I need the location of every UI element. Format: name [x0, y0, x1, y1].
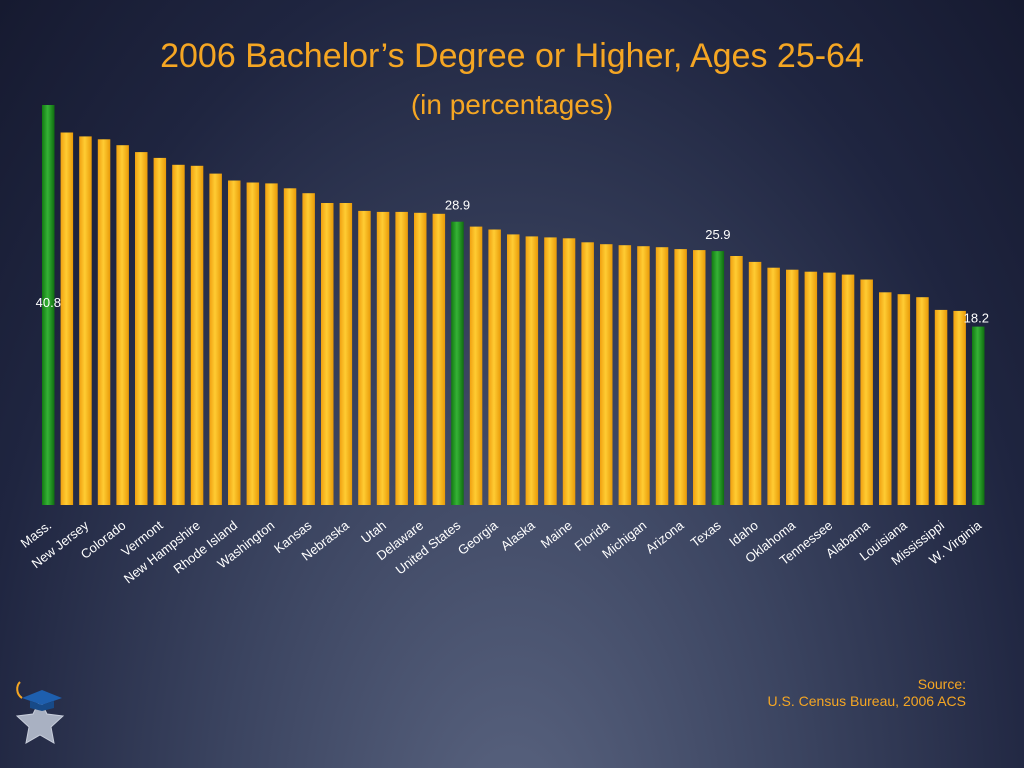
bar-oklahoma	[786, 269, 799, 505]
bar-unlabeled-31	[618, 245, 632, 505]
bar-mass	[42, 105, 55, 505]
bar-unlabeled-3	[97, 139, 111, 506]
data-labels-group: 40.8 28.9 25.9 18.2	[36, 198, 989, 326]
x-tick-label: Alaska	[498, 517, 539, 553]
chart-title: 2006 Bachelor’s Degree or Higher, Ages 2…	[160, 37, 864, 75]
bar-vermont	[153, 157, 167, 505]
bar-tennessee	[823, 272, 836, 505]
bar-utah	[376, 211, 390, 505]
bar-unlabeled-17	[358, 210, 371, 505]
bar-unlabeled-9	[209, 173, 222, 505]
bar-idaho	[748, 261, 762, 505]
x-tick-label: Georgia	[455, 517, 501, 558]
bar-unlabeled-1	[60, 132, 74, 505]
bar-florida	[600, 244, 613, 505]
bar-unlabeled-11	[246, 182, 260, 505]
bar-new-jersey	[79, 136, 92, 505]
data-label: 25.9	[705, 227, 730, 242]
bar-louisiana	[897, 294, 911, 505]
bars-group	[42, 105, 985, 506]
bar-unlabeled-5	[135, 152, 148, 505]
source-label: Source:	[917, 676, 966, 692]
graduation-cap-star-icon	[15, 681, 65, 744]
data-label: 18.2	[964, 311, 989, 326]
data-label: 40.8	[36, 295, 61, 310]
bar-maine	[562, 238, 576, 506]
source-text: U.S. Census Bureau, 2006 ACS	[767, 693, 966, 709]
bar-mississippi	[934, 309, 948, 505]
bar-kansas	[302, 193, 315, 505]
bar-washington	[265, 183, 278, 505]
bar-unlabeled-41	[804, 271, 818, 505]
bar-unlabeled-19	[395, 211, 408, 505]
bar-w-virginia	[972, 326, 985, 505]
bar-unlabeled-39	[767, 267, 780, 505]
bar-unlabeled-25	[507, 234, 520, 505]
x-tick-label: Arizona	[643, 517, 688, 556]
bar-unlabeled-47	[916, 297, 929, 505]
bar-unlabeled-29	[581, 242, 594, 506]
bar-delaware	[414, 212, 427, 506]
bar-arizona	[674, 249, 687, 505]
x-tick-label: Texas	[688, 517, 724, 550]
bar-alaska	[525, 236, 539, 505]
bar-unlabeled-37	[730, 256, 743, 505]
bar-unlabeled-13	[283, 188, 297, 506]
bar-texas	[711, 251, 725, 505]
bar-colorado	[116, 145, 129, 505]
bar-alabama	[860, 279, 873, 505]
bar-unlabeled-35	[693, 250, 706, 505]
bar-unlabeled-21	[432, 213, 446, 506]
bar-unlabeled-27	[544, 237, 557, 505]
chart-subtitle: (in percentages)	[410, 89, 614, 120]
x-tick-label: United States	[393, 517, 464, 577]
data-label: 28.9	[445, 198, 470, 213]
bar-unlabeled-33	[655, 247, 669, 505]
bar-unlabeled-45	[879, 292, 892, 505]
source-note: Source: U.S. Census Bureau, 2006 ACS	[768, 676, 966, 710]
bar-georgia	[488, 229, 501, 505]
bar-united-states	[451, 221, 464, 505]
bar-unlabeled-23	[469, 226, 483, 505]
bar-unlabeled-43	[841, 274, 855, 505]
bar-unlabeled-15	[321, 203, 334, 505]
bar-new-hampshire	[190, 165, 204, 506]
bar-nebraska	[339, 203, 353, 505]
bar-unlabeled-49	[953, 310, 966, 505]
x-tick-label: Maine	[538, 518, 575, 552]
bar-rhode-island	[228, 180, 241, 505]
bar-unlabeled-7	[172, 164, 185, 506]
bar-michigan	[637, 246, 650, 505]
